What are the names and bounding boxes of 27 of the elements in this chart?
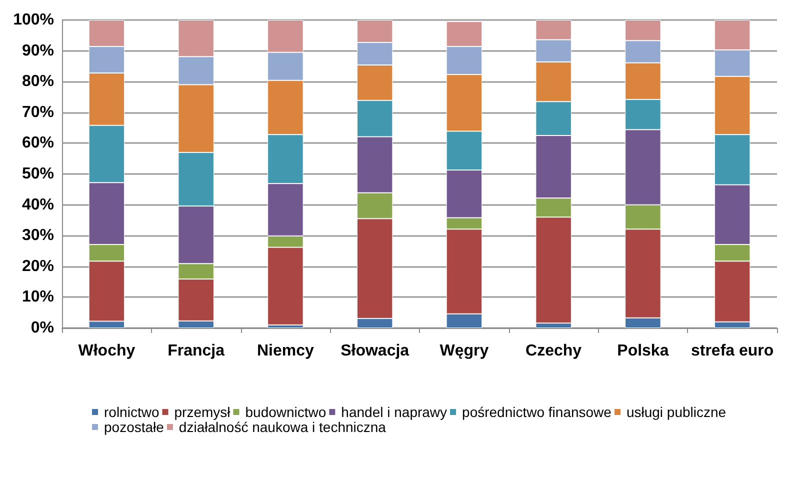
x-tick-label: Włochy	[78, 342, 136, 360]
x-tick-label: Polska	[617, 342, 669, 360]
legend-label: przemysł	[174, 404, 232, 420]
y-tick-label: 70%	[22, 104, 54, 121]
legend-label: pośrednictwo finansowe	[462, 404, 612, 420]
y-tick-label: 80%	[22, 73, 54, 90]
legend-label: usługi publiczne	[626, 404, 726, 420]
y-tick-label: 10%	[22, 288, 54, 306]
x-tick-label: Niemcy	[256, 342, 314, 360]
legend-label: budownictwo	[245, 404, 326, 420]
x-tick-label: Francja	[168, 342, 225, 360]
legend-label: rolnictwo	[104, 404, 160, 420]
legend-label: handel i naprawy	[341, 404, 448, 420]
x-tick-label: strefa euro	[690, 342, 774, 360]
y-tick-label: 90%	[22, 42, 54, 60]
x-tick-label: Słowacja	[340, 342, 410, 360]
y-tick-label: 50%	[22, 166, 54, 182]
y-tick-label: 30%	[22, 227, 54, 244]
legend-label: pozostałe	[104, 419, 164, 435]
y-tick-label: 40%	[22, 196, 54, 214]
x-tick-label: Węgry	[440, 342, 489, 360]
y-tick-label: 100%	[13, 12, 54, 28]
legend-label: działalność naukowa i techniczna	[178, 419, 386, 435]
x-tick-label: Czechy	[526, 342, 582, 360]
y-tick-label: 0%	[30, 320, 54, 336]
y-tick-label: 20%	[22, 258, 54, 275]
y-tick-label: 60%	[22, 134, 54, 152]
